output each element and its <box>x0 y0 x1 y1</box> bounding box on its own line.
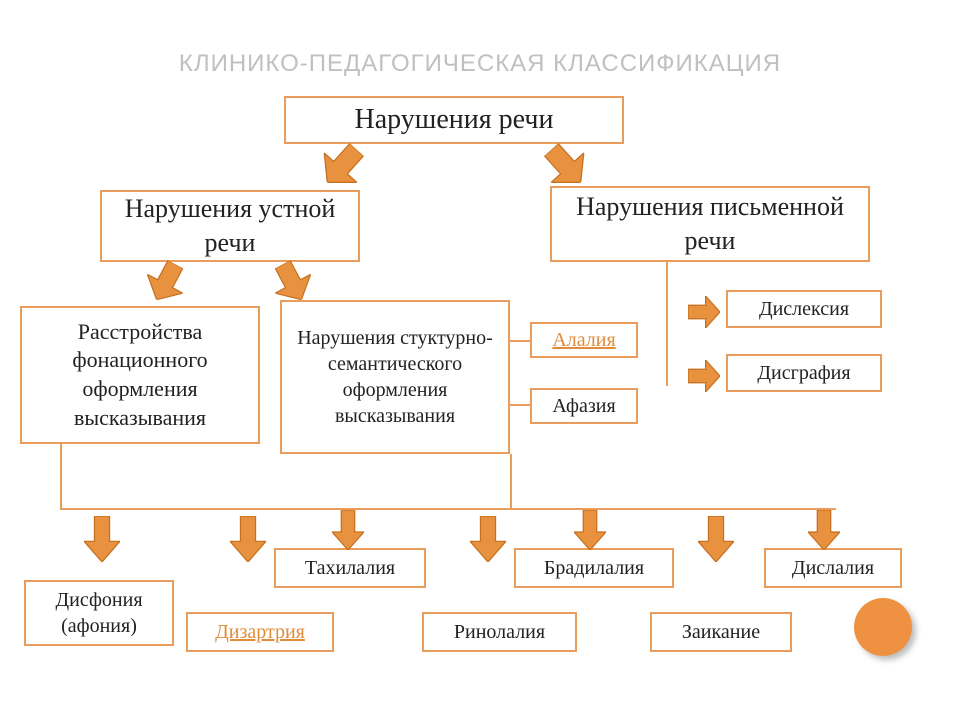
box-tachylalia: Тахилалия <box>274 548 426 588</box>
box-dyslexia: Дислексия <box>726 290 882 328</box>
box-dysphonia: Дисфония (афония) <box>24 580 174 646</box>
arrow-7 <box>230 516 266 562</box>
arrow-6 <box>84 516 120 562</box>
connector-written-down <box>666 262 668 386</box>
connector-struct-aphasia <box>510 404 532 406</box>
arrow-5 <box>688 360 720 392</box>
decoration-circle <box>854 598 912 656</box>
box-dyslalia: Дислалия <box>764 548 902 588</box>
arrow-8 <box>332 510 364 550</box>
box-dysgraphia: Дисграфия <box>726 354 882 392</box>
box-aphasia: Афазия <box>530 388 638 424</box>
box-dysarthria: Дизартрия <box>186 612 334 652</box>
box-rhinolalia: Ринолалия <box>422 612 577 652</box>
box-written: Нарушения письменной речи <box>550 186 870 262</box>
page-title: КЛИНИКО-ПЕДАГОГИЧЕСКАЯ КЛАССИФИКАЦИЯ <box>0 50 960 78</box>
arrow-2 <box>139 255 193 309</box>
box-bradylalia: Брадилалия <box>514 548 674 588</box>
box-oral: Нарушения устной речи <box>100 190 360 262</box>
box-struct: Нарушения стуктурно-семантического оформ… <box>280 300 510 454</box>
connector-horizontal-main <box>60 508 836 510</box>
arrow-12 <box>808 510 840 550</box>
arrow-9 <box>470 516 506 562</box>
box-stutter: Заикание <box>650 612 792 652</box>
box-phon: Расстройства фонационного оформления выс… <box>20 306 260 444</box>
arrow-11 <box>698 516 734 562</box>
connector-struct-down <box>510 454 512 510</box>
box-root: Нарушения речи <box>284 96 624 144</box>
arrow-4 <box>688 296 720 328</box>
box-alalia: Алалия <box>530 322 638 358</box>
arrow-10 <box>574 510 606 550</box>
connector-struct-alalia <box>510 340 532 342</box>
arrow-0 <box>311 135 373 197</box>
connector-phon-down <box>60 444 62 508</box>
